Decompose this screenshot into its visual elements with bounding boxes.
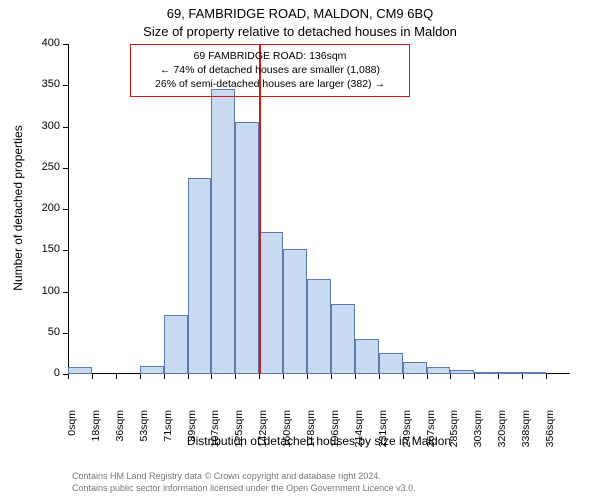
ytick-label: 300 <box>26 120 60 132</box>
y-axis-label: Number of detached properties <box>11 108 25 308</box>
page-title-line1: 69, FAMBRIDGE ROAD, MALDON, CM9 6BQ <box>0 6 600 21</box>
xtick-mark <box>355 374 356 379</box>
page-title-line2: Size of property relative to detached ho… <box>0 24 600 39</box>
ytick-mark <box>63 168 68 169</box>
xtick-mark <box>259 374 260 379</box>
histogram-bar <box>283 249 307 374</box>
ytick-label: 0 <box>26 367 60 379</box>
ytick-label: 150 <box>26 243 60 255</box>
xtick-mark <box>450 374 451 379</box>
xtick-mark <box>188 374 189 379</box>
histogram-bar <box>307 279 331 374</box>
histogram-bar <box>259 232 283 374</box>
ytick-label: 350 <box>26 78 60 90</box>
ytick-mark <box>63 292 68 293</box>
histogram-bar <box>331 304 355 374</box>
ytick-label: 50 <box>26 326 60 338</box>
xtick-mark <box>546 374 547 379</box>
xtick-mark <box>307 374 308 379</box>
histogram-bar <box>140 366 164 374</box>
ytick-mark <box>63 85 68 86</box>
histogram-bar <box>355 339 379 374</box>
xtick-mark <box>92 374 93 379</box>
annotation-box: 69 FAMBRIDGE ROAD: 136sqm ← 74% of detac… <box>130 44 410 97</box>
histogram-bar <box>68 367 92 374</box>
histogram-bar <box>211 89 235 374</box>
ytick-mark <box>63 127 68 128</box>
histogram-bar <box>522 372 546 374</box>
ytick-label: 200 <box>26 202 60 214</box>
xtick-mark <box>498 374 499 379</box>
annotation-line1: 69 FAMBRIDGE ROAD: 136sqm <box>137 49 403 63</box>
xtick-mark <box>116 374 117 379</box>
xtick-mark <box>331 374 332 379</box>
annotation-line2: ← 74% of detached houses are smaller (1,… <box>137 63 403 77</box>
ytick-label: 100 <box>26 285 60 297</box>
xtick-mark <box>235 374 236 379</box>
ytick-label: 400 <box>26 37 60 49</box>
footer-line2: Contains public sector information licen… <box>72 482 416 494</box>
annotation-line3: 26% of semi-detached houses are larger (… <box>137 77 403 91</box>
xtick-mark <box>164 374 165 379</box>
xtick-mark <box>379 374 380 379</box>
histogram-bar <box>164 315 188 374</box>
histogram-bar <box>498 372 522 374</box>
histogram-bar <box>188 178 212 374</box>
xtick-mark <box>68 374 69 379</box>
xtick-mark <box>283 374 284 379</box>
ytick-mark <box>63 333 68 334</box>
histogram-bar <box>403 362 427 374</box>
footer-line1: Contains HM Land Registry data © Crown c… <box>72 470 416 482</box>
xtick-mark <box>474 374 475 379</box>
xtick-mark <box>211 374 212 379</box>
histogram-bar <box>450 370 474 374</box>
xtick-mark <box>522 374 523 379</box>
histogram-bar <box>427 367 451 374</box>
xtick-mark <box>403 374 404 379</box>
y-axis-line <box>68 44 69 374</box>
ytick-mark <box>63 250 68 251</box>
x-axis-label: Distribution of detached houses by size … <box>68 434 570 448</box>
histogram-bar <box>474 372 498 374</box>
ytick-mark <box>63 44 68 45</box>
histogram-bar <box>235 122 259 374</box>
histogram-bar <box>379 353 403 374</box>
xtick-mark <box>427 374 428 379</box>
ytick-label: 250 <box>26 161 60 173</box>
footer-attribution: Contains HM Land Registry data © Crown c… <box>72 470 416 494</box>
xtick-mark <box>140 374 141 379</box>
ytick-mark <box>63 209 68 210</box>
